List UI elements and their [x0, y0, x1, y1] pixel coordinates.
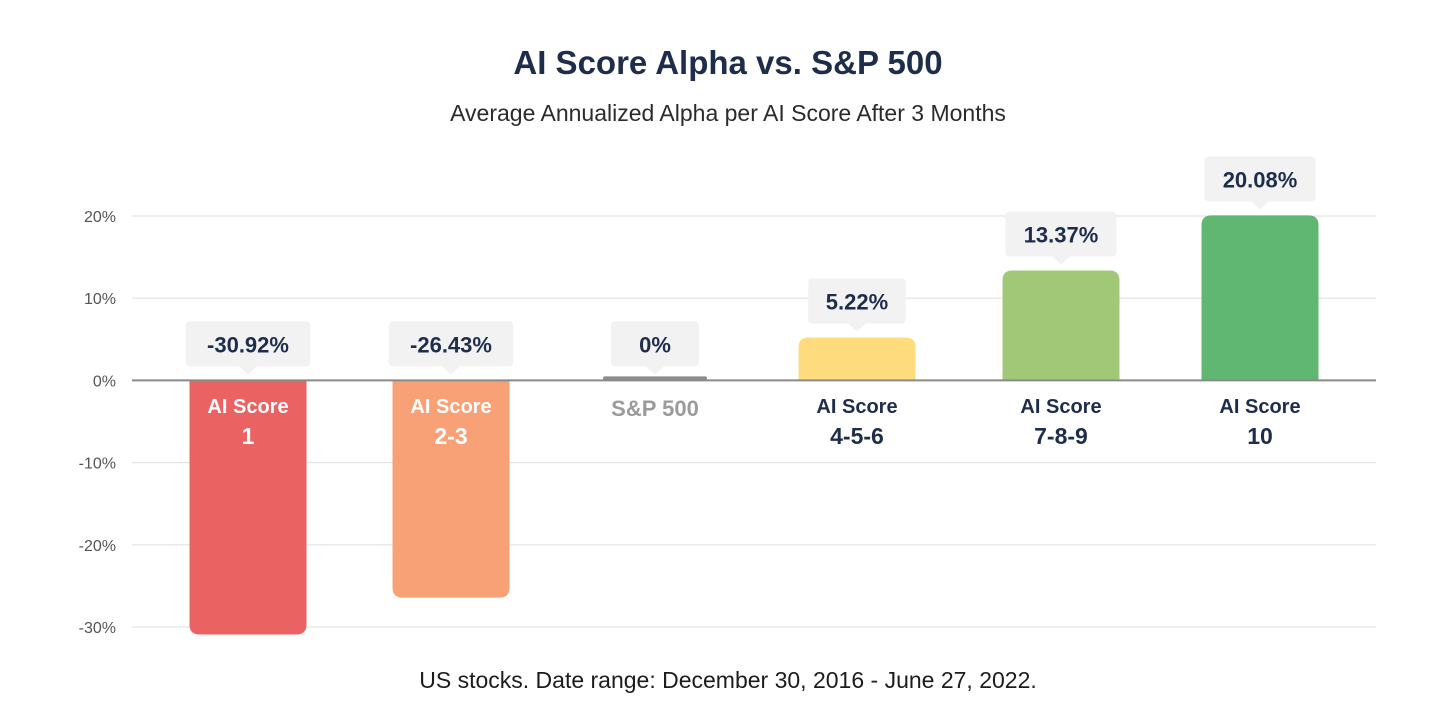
category-label: S&P 500	[611, 396, 699, 421]
value-label: 20.08%	[1204, 156, 1316, 210]
chart-title: AI Score Alpha vs. S&P 500	[513, 44, 943, 81]
y-tick-label: -10%	[79, 456, 116, 473]
grid-lines	[132, 215, 1376, 628]
category-label: AI Score	[410, 396, 491, 418]
value-label: 5.22%	[808, 278, 906, 332]
value-label-box	[185, 321, 311, 367]
bar	[798, 337, 916, 381]
y-tick-label: 20%	[84, 209, 116, 226]
category-label: 7-8-9	[1034, 423, 1088, 449]
bar	[1002, 270, 1120, 381]
y-tick-label: 10%	[84, 291, 116, 308]
category-label: 10	[1247, 423, 1273, 449]
value-labels: -30.92% -26.43% 0% 5.22% 13.37% 20.08%	[185, 156, 1316, 375]
bar	[189, 380, 307, 635]
value-label-pointer	[1052, 256, 1070, 265]
category-label: AI Score	[1020, 396, 1101, 418]
value-label-box	[808, 278, 906, 324]
value-label: -30.92%	[185, 321, 311, 375]
value-label-text: -30.92%	[207, 332, 289, 357]
category-label: AI Score	[816, 396, 897, 418]
category-label: AI Score	[1219, 396, 1300, 418]
value-label-pointer	[848, 323, 866, 332]
bar	[1201, 215, 1319, 381]
value-label-text: 20.08%	[1223, 167, 1298, 192]
y-tick-label: 0%	[93, 373, 116, 390]
value-label-text: 13.37%	[1024, 222, 1099, 247]
y-axis-ticks: 20% 10% 0% -10% -20% -30%	[79, 209, 116, 637]
category-label: 4-5-6	[830, 423, 884, 449]
value-label: 0%	[611, 321, 699, 375]
chart-footnote: US stocks. Date range: December 30, 2016…	[419, 667, 1037, 693]
bars	[189, 215, 1319, 635]
category-label: 1	[242, 423, 255, 449]
value-label-text: 5.22%	[826, 289, 888, 314]
value-label: -26.43%	[388, 321, 514, 375]
chart-subtitle: Average Annualized Alpha per AI Score Af…	[450, 100, 1006, 126]
value-label-pointer	[1251, 201, 1269, 210]
value-label-box	[611, 321, 699, 367]
value-label-text: 0%	[639, 332, 671, 357]
category-label: 2-3	[434, 423, 467, 449]
y-tick-label: -20%	[79, 538, 116, 555]
value-label-text: -26.43%	[410, 332, 492, 357]
value-label-box	[1204, 156, 1316, 202]
y-tick-label: -30%	[79, 620, 116, 637]
value-label: 13.37%	[1005, 211, 1117, 265]
category-label: AI Score	[207, 396, 288, 418]
bar	[392, 380, 510, 598]
value-label-pointer	[646, 366, 664, 375]
value-label-box	[388, 321, 514, 367]
value-label-pointer	[239, 366, 257, 375]
value-label-box	[1005, 211, 1117, 257]
category-labels: AI Score 1 AI Score 2-3 S&P 500 AI Score 4-5-6…	[207, 396, 1300, 449]
value-label-pointer	[442, 366, 460, 375]
